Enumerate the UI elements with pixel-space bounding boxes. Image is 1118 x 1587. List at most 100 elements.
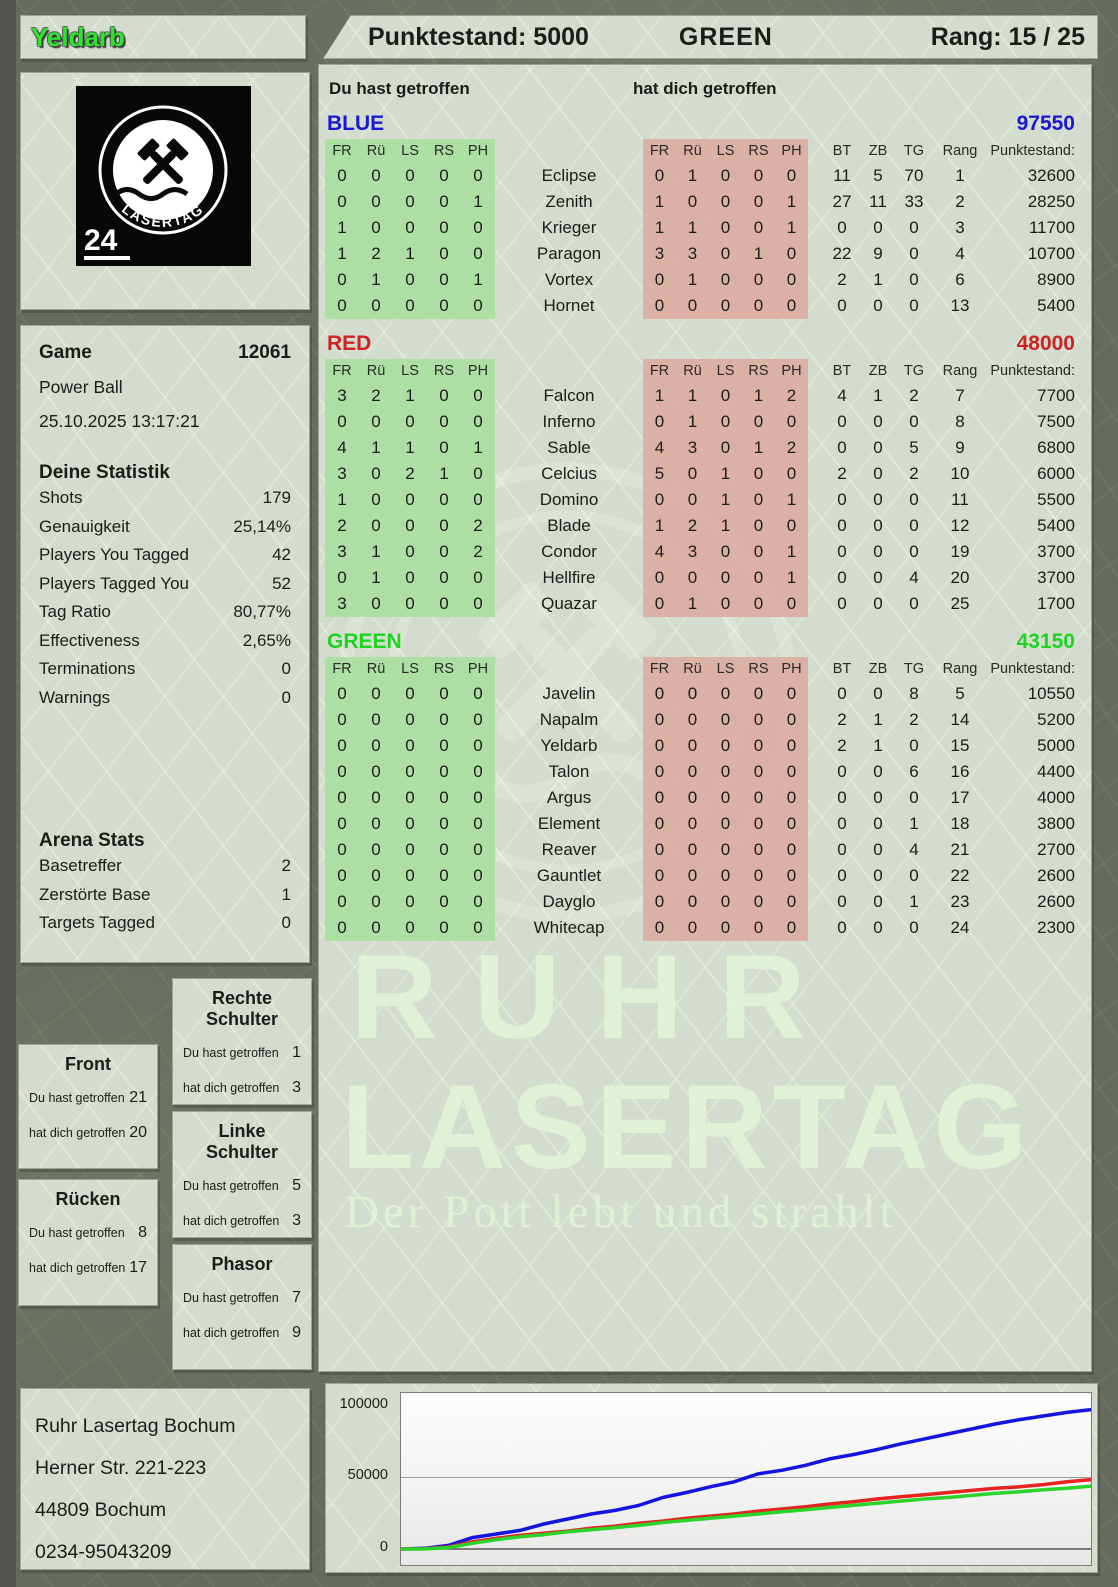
team-section-red: RED 48000 FR Rü LS RS PH FR Rü LS RS PH BT ZB TG Rang Pu… xyxy=(319,329,1091,617)
team-name: BLUE xyxy=(327,112,385,135)
hit-you-cell: 3 xyxy=(643,241,676,267)
score-chart-plot xyxy=(400,1392,1092,1566)
hit-you-cell: 0 xyxy=(709,759,742,785)
you-hit-cell: 1 xyxy=(359,539,393,565)
hit-you-cell: 3 xyxy=(676,241,709,267)
player-name-cell: Quazar xyxy=(541,594,597,613)
score-cell: 4000 xyxy=(1037,788,1075,807)
tg-cell: 0 xyxy=(909,296,919,315)
you-hit-cell: 0 xyxy=(325,863,359,889)
player-name-cell: Yeldarb xyxy=(540,736,598,755)
score-cell: 3700 xyxy=(1037,542,1075,561)
hit-you-cell: 0 xyxy=(643,811,676,837)
col-header: TG xyxy=(903,363,925,379)
you-hit-cell: 0 xyxy=(359,811,393,837)
player-row: 0 0 0 0 0 Reaver 0 0 0 0 0 0 0 4 21 2700 xyxy=(319,837,1091,863)
hit-you-cell: 0 xyxy=(709,241,742,267)
crossed-hammers-icon xyxy=(137,138,189,184)
tg-cell: 2 xyxy=(909,386,919,405)
score-cell: 5200 xyxy=(1037,710,1075,729)
you-hit-cell: 0 xyxy=(461,889,495,915)
you-hit-cell: 0 xyxy=(325,409,359,435)
hit-you-cell: 0 xyxy=(643,681,676,707)
player-name-cell: Sable xyxy=(547,438,591,457)
address-line: 44809 Bochum xyxy=(35,1499,167,1521)
you-hit-cell: 0 xyxy=(325,163,359,189)
you-hit-cell: 0 xyxy=(393,293,427,319)
hit-you-cell: 1 xyxy=(643,383,676,409)
you-hit-cell: 0 xyxy=(325,785,359,811)
hit-you-cell: 0 xyxy=(643,565,676,591)
player-row: 3 0 0 0 0 Quazar 0 1 0 0 0 0 0 0 25 1700 xyxy=(319,591,1091,617)
player-row: 0 0 0 0 0 Inferno 0 1 0 0 0 0 0 0 8 7500 xyxy=(319,409,1091,435)
bt-cell: 0 xyxy=(837,542,847,561)
address-line: Herner Str. 221-223 xyxy=(35,1457,207,1479)
hit-you-cell: 0 xyxy=(775,591,808,617)
stat-label: Genauigkeit xyxy=(39,516,130,536)
hit-you-cell: 0 xyxy=(709,409,742,435)
score-cell: 32600 xyxy=(1027,166,1075,185)
rang-cell: 3 xyxy=(955,218,965,237)
team-title: GREEN 43150 xyxy=(319,627,1091,657)
svg-text:24: 24 xyxy=(84,224,118,257)
hit-you-cell: 0 xyxy=(742,863,775,889)
player-row: 0 0 0 0 0 Eclipse 0 1 0 0 0 11 5 70 1 32600 xyxy=(319,163,1091,189)
team-label: GREEN xyxy=(678,22,773,51)
rang-cell: 13 xyxy=(950,296,970,315)
you-hit-cell: 1 xyxy=(461,189,495,215)
hit-you-cell: 0 xyxy=(742,733,775,759)
team-name: GREEN xyxy=(327,630,402,653)
rang-cell: 9 xyxy=(955,438,965,457)
score-cell: 6800 xyxy=(1037,438,1075,457)
hit-you-cell: 3 xyxy=(676,435,709,461)
hit-you-cell: 0 xyxy=(742,461,775,487)
hit-you-cell: 0 xyxy=(709,163,742,189)
rang-cell: 1 xyxy=(955,166,965,185)
you-hit-cell: 0 xyxy=(461,565,495,591)
arena-stats-title: Arena Stats xyxy=(39,830,145,851)
col-header: Rü xyxy=(676,359,709,383)
tg-cell: 0 xyxy=(909,542,919,561)
you-hit-cell: 0 xyxy=(359,409,393,435)
bodypart-title: Linke Schulter xyxy=(205,1121,279,1162)
you-hit-cell: 0 xyxy=(359,461,393,487)
you-hit-cell: 1 xyxy=(427,461,461,487)
bt-cell: 4 xyxy=(837,386,847,405)
col-header: LS xyxy=(393,359,427,383)
score-cell: 11700 xyxy=(1028,218,1075,237)
you-hit-cell: 0 xyxy=(461,383,495,409)
bt-cell: 27 xyxy=(832,192,852,211)
hit-you-cell: 0 xyxy=(676,863,709,889)
you-hit-cell: 1 xyxy=(325,241,359,267)
bt-cell: 0 xyxy=(837,840,847,859)
hit-you-cell: 0 xyxy=(709,915,742,941)
you-hit-cell: 0 xyxy=(427,915,461,941)
hit-you-cell: 0 xyxy=(643,293,676,319)
you-hit-cell: 2 xyxy=(325,513,359,539)
watermark-line2: LASERTAG xyxy=(341,1060,1033,1194)
rang-cell: 22 xyxy=(950,866,970,885)
you-hit-cell: 1 xyxy=(461,267,495,293)
you-hit-cell: 0 xyxy=(393,837,427,863)
score-cell: 10550 xyxy=(1027,684,1075,703)
hit-you-cell: 0 xyxy=(775,733,808,759)
bodypart-box-front: Front Du hast getroffen 21 hat dich getro… xyxy=(18,1044,158,1169)
you-hit-cell: 0 xyxy=(359,759,393,785)
you-hit-cell: 0 xyxy=(427,487,461,513)
zb-cell: 0 xyxy=(873,490,883,509)
tg-cell: 4 xyxy=(909,568,919,587)
zb-cell: 1 xyxy=(873,386,883,405)
bt-cell: 0 xyxy=(837,866,847,885)
rang-cell: 5 xyxy=(955,684,965,703)
hit-you-cell: 0 xyxy=(676,681,709,707)
player-row: 0 0 0 0 0 Element 0 0 0 0 0 0 0 1 18 3800 xyxy=(319,811,1091,837)
hit-you-cell: 0 xyxy=(676,811,709,837)
arena-stats-rows: Basetreffer 2 Zerstörte Base 1 Targets Tagge… xyxy=(39,852,291,938)
hit-you-cell: 0 xyxy=(742,759,775,785)
hit-you-cell: 0 xyxy=(676,785,709,811)
col-header: LS xyxy=(393,139,427,163)
col-header: Rü xyxy=(359,359,393,383)
hit-you-cell: 0 xyxy=(709,811,742,837)
you-hit-cell: 0 xyxy=(393,215,427,241)
player-row: 0 0 0 0 0 Hornet 0 0 0 0 0 0 0 0 13 5400 xyxy=(319,293,1091,319)
